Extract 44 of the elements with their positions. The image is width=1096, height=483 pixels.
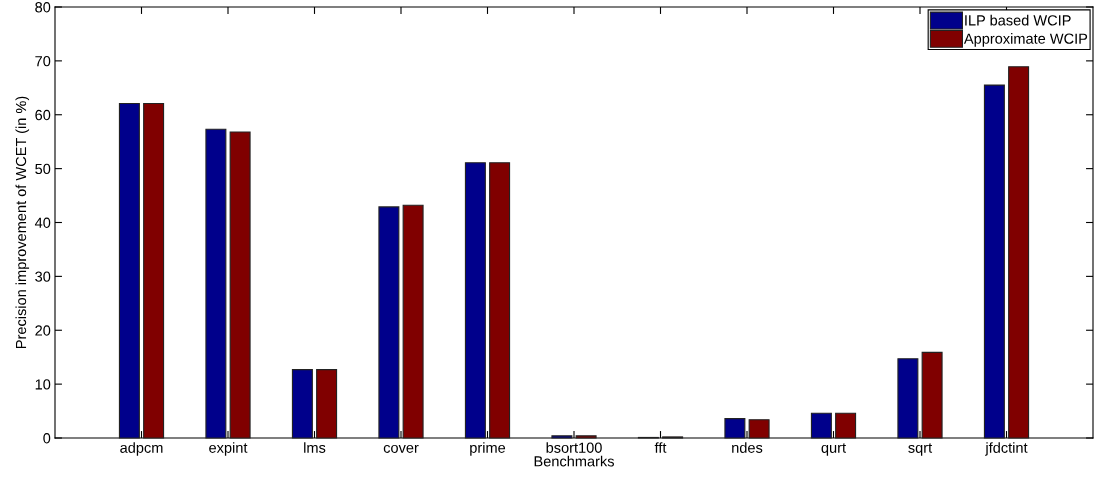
bar	[143, 102, 165, 439]
x-tick-label: ndes	[732, 442, 763, 453]
x-tick-label: expint	[209, 442, 248, 456]
x-tick-label: lms	[304, 442, 326, 453]
bar	[983, 84, 1005, 439]
bar	[897, 358, 919, 439]
bar	[378, 206, 400, 439]
bar	[316, 369, 338, 439]
y-tick-label: 10	[35, 379, 51, 390]
y-tick-label: 20	[35, 325, 51, 336]
y-tick-label: 60	[35, 109, 51, 121]
y-tick-label: 80	[35, 2, 51, 13]
bar	[118, 102, 140, 439]
bar	[810, 412, 832, 439]
bar	[551, 435, 573, 439]
x-tick-label: prime	[470, 442, 506, 456]
bar	[575, 435, 597, 439]
x-axis-title: Benchmarks	[534, 455, 614, 467]
bar	[402, 204, 424, 439]
bar	[464, 162, 486, 439]
bar	[748, 419, 770, 439]
bar	[835, 412, 857, 439]
bar	[921, 351, 943, 439]
x-tick-label: fft	[654, 442, 667, 453]
y-axis-title: Precision improvement of WCET (in %)	[15, 96, 30, 348]
bar	[489, 162, 511, 439]
x-tick-label: jfdctint	[985, 442, 1028, 456]
bar	[724, 418, 746, 439]
bar	[291, 369, 313, 439]
bar	[205, 128, 227, 439]
x-tick-label: qurt	[821, 443, 846, 456]
x-tick-label: bsort100	[546, 442, 602, 453]
legend-label: Approximate WCIP	[963, 33, 1088, 47]
y-tick-label: 30	[35, 271, 51, 282]
legend-label: ILP based WCIP	[965, 14, 1071, 26]
bar	[229, 131, 251, 439]
y-tick-label: 70	[35, 55, 51, 67]
x-tick-label: adpcm	[120, 442, 163, 456]
x-tick-label: sqrt	[908, 443, 933, 456]
bar	[1008, 66, 1030, 439]
y-tick-label: 0	[43, 433, 51, 444]
y-tick-label: 50	[35, 163, 51, 175]
x-tick-label: cover	[383, 444, 419, 453]
y-tick-label: 40	[34, 217, 51, 228]
